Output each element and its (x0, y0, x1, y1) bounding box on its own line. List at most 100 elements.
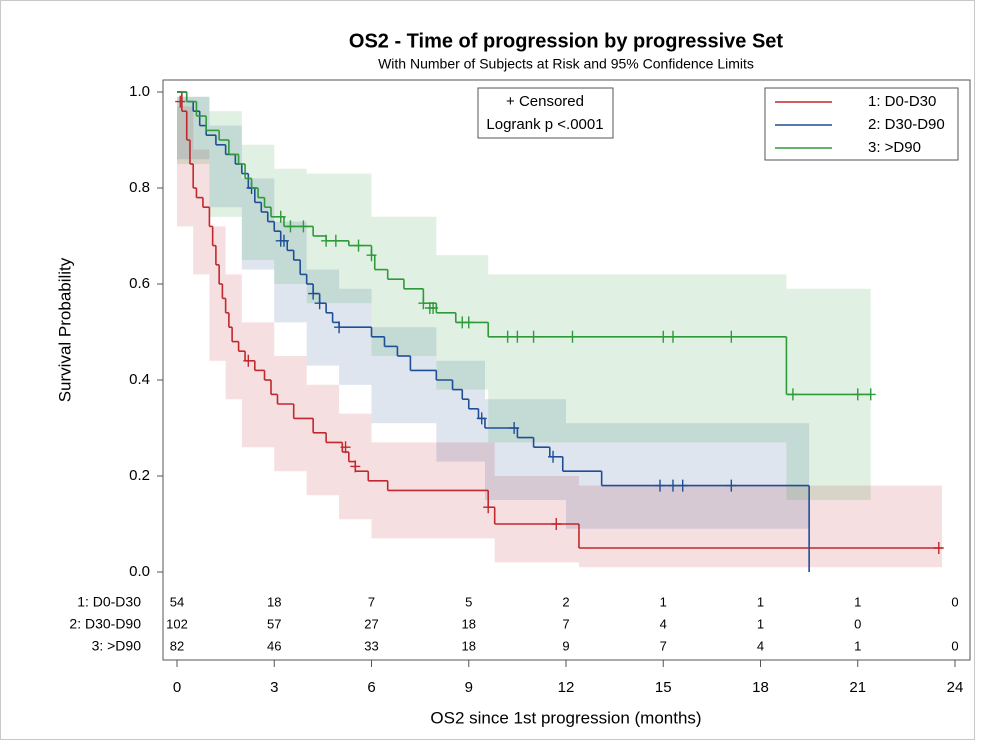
censor-mark (655, 479, 666, 492)
censor-mark (278, 234, 289, 247)
censor-mark (463, 316, 474, 329)
censor-mark (428, 302, 439, 314)
at-risk-count: 18 (267, 594, 281, 609)
at-risk-count: 0 (951, 594, 958, 609)
censor-mark (321, 234, 332, 247)
confidence-band (371, 327, 437, 424)
at-risk-count: 7 (368, 594, 375, 609)
censor-mark (677, 479, 688, 492)
censor-mark (852, 388, 863, 401)
at-risk-row-label: 1: D0-D30 (77, 594, 141, 610)
confidence-band (339, 288, 372, 385)
y-tick-label: 0.4 (129, 371, 150, 388)
chart-subtitle: With Number of Subjects at Risk and 95% … (378, 56, 754, 72)
confidence-band (274, 221, 307, 323)
confidence-band (193, 149, 210, 275)
legend-label: 3: >D90 (868, 139, 921, 156)
plot-area (175, 91, 944, 572)
censor-mark (243, 354, 254, 367)
confidence-band (241, 322, 275, 448)
confidence-band (494, 476, 579, 563)
annotation-box (477, 87, 614, 139)
at-risk-count: 46 (267, 638, 281, 653)
censor-mark (509, 422, 520, 434)
confidence-band (436, 360, 485, 462)
x-tick-label: 24 (947, 679, 964, 696)
confidence-band (484, 399, 566, 500)
y-tick-label: 0.0 (129, 563, 150, 580)
confidence-band (601, 423, 810, 529)
at-risk-count: 102 (166, 616, 188, 631)
x-axis-label: OS2 since 1st progression (months) (430, 708, 701, 727)
confidence-band (225, 274, 242, 400)
censor-mark (667, 479, 678, 492)
legend-label: 1: D0-D30 (868, 93, 936, 110)
x-tick-label: 3 (270, 679, 278, 696)
at-risk-count: 57 (267, 616, 281, 631)
censor-mark (476, 412, 487, 425)
at-risk-count: 1 (660, 594, 667, 609)
at-risk-row-label: 2: D30-D90 (69, 616, 141, 632)
x-tick-label: 21 (849, 679, 866, 696)
confidence-band (177, 106, 194, 227)
censor-mark (314, 297, 325, 310)
at-risk-count: 27 (364, 616, 378, 631)
at-risk-count: 1 (757, 594, 764, 609)
censor-mark (667, 330, 678, 343)
censor-mark (353, 239, 364, 252)
x-tick-label: 15 (655, 679, 672, 696)
y-tick-label: 0.8 (129, 179, 150, 196)
confidence-band (209, 226, 226, 361)
at-risk-count: 18 (462, 638, 476, 653)
censor-mark (285, 220, 296, 233)
censor-mark (418, 297, 429, 310)
at-risk-count: 7 (562, 616, 569, 631)
confidence-band (306, 173, 372, 304)
at-risk-count: 7 (660, 638, 667, 653)
censor-mark (528, 330, 539, 343)
censor-mark (483, 501, 494, 514)
censor-mark (865, 388, 876, 401)
censor-mark (298, 220, 309, 233)
at-risk-count: 0 (854, 616, 861, 631)
at-risk-count: 18 (462, 616, 476, 631)
censor-mark (350, 460, 361, 473)
y-axis-label: Survival Probability (55, 257, 74, 402)
x-tick-label: 0 (173, 679, 181, 696)
censor-mark (334, 321, 345, 334)
x-tick-label: 18 (752, 679, 769, 696)
at-risk-count: 1 (854, 638, 861, 653)
chart-title: OS2 - Time of progression by progressive… (349, 30, 784, 52)
at-risk-count: 82 (170, 638, 184, 653)
censor-mark (548, 450, 559, 463)
censor-mark (726, 479, 737, 492)
censor-mark (330, 234, 341, 247)
censor-mark (726, 330, 737, 343)
at-risk-count: 4 (757, 638, 764, 653)
censor-mark (933, 542, 944, 554)
censor-mark (308, 287, 319, 300)
censor-mark (502, 330, 513, 343)
confidence-band (274, 356, 307, 472)
at-risk-row-label: 3: >D90 (92, 638, 142, 654)
confidence-band (578, 485, 943, 568)
at-risk-count: 1 (757, 616, 764, 631)
confidence-band (566, 423, 602, 529)
x-tick-label: 6 (367, 679, 375, 696)
censor-mark (512, 330, 523, 343)
at-risk-count: 1 (854, 594, 861, 609)
y-tick-label: 0.6 (129, 275, 150, 292)
censor-mark (787, 388, 798, 401)
legend-label: 2: D30-D90 (868, 116, 945, 133)
confidence-band (306, 384, 340, 496)
censor-mark (567, 330, 578, 343)
x-tick-label: 12 (558, 679, 575, 696)
censor-mark (366, 249, 377, 262)
y-tick-label: 1.0 (129, 83, 150, 100)
censor-mark (175, 95, 186, 108)
censor-mark (340, 441, 351, 454)
x-tick-label: 9 (465, 679, 473, 696)
at-risk-count: 33 (364, 638, 378, 653)
censor-mark (551, 518, 562, 530)
at-risk-count: 5 (465, 594, 472, 609)
